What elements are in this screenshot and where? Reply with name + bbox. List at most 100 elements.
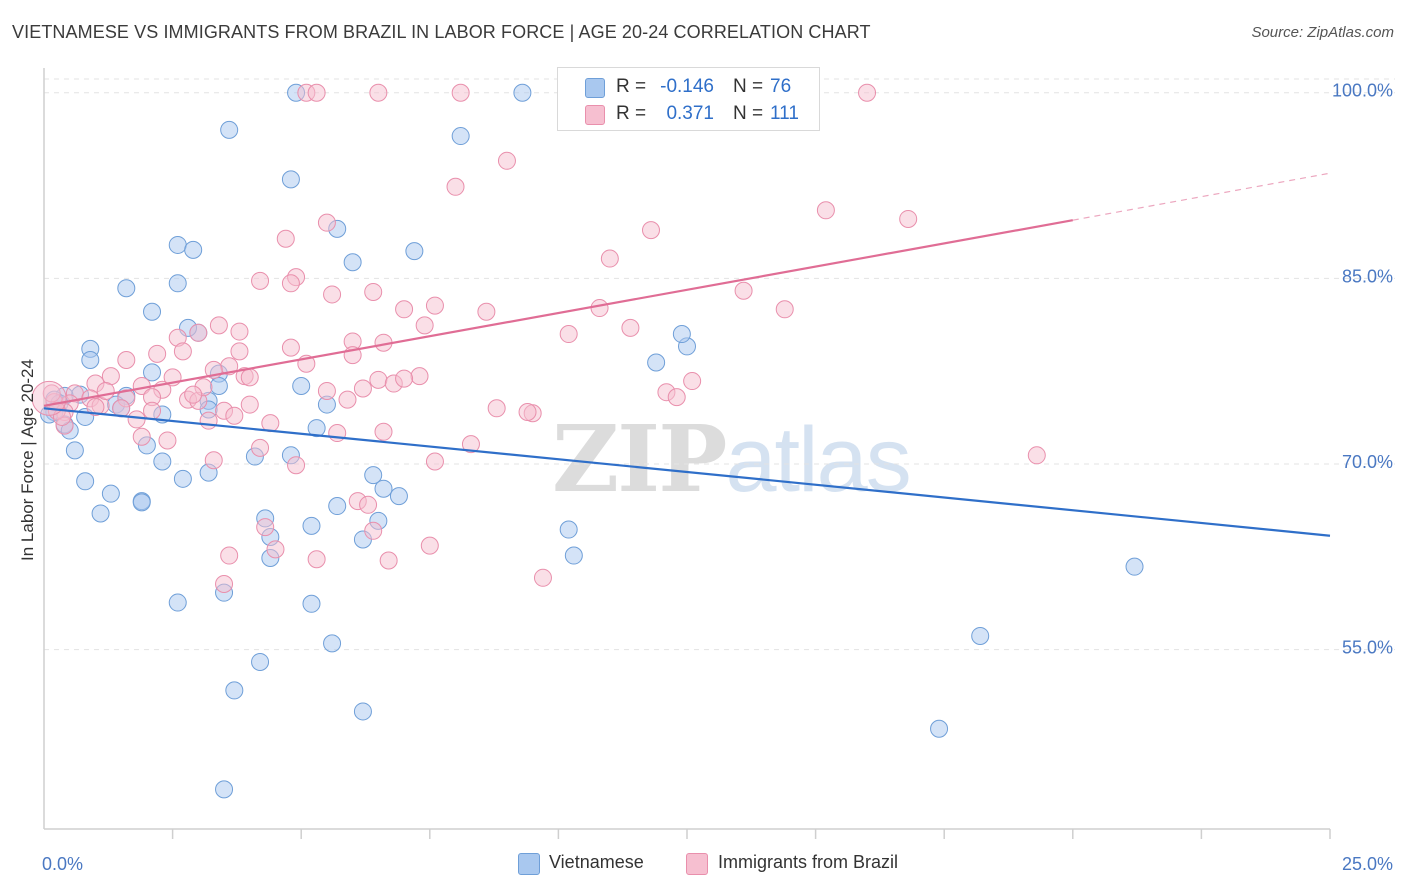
brazil-point	[251, 438, 270, 457]
y-tick-label: 55.0%	[1342, 638, 1393, 658]
brazil-trend-extension	[1072, 172, 1331, 221]
brazil-point	[775, 300, 794, 319]
vietnamese-point	[302, 516, 321, 535]
brazil-point	[184, 385, 203, 404]
vietnamese-point	[143, 363, 162, 382]
brazil-point	[276, 229, 295, 248]
brazil-point	[148, 344, 167, 363]
brazil-point	[143, 401, 162, 420]
legend-swatch-blue	[585, 78, 605, 98]
brazil-point	[425, 452, 444, 471]
legend-swatch-pink	[585, 105, 605, 125]
vietnamese-point	[209, 377, 228, 396]
y-axis-label: In Labor Force | Age 20-24	[18, 359, 37, 561]
vietnamese-point	[405, 242, 424, 261]
legend-row-vietnamese: R = -0.146 N = 76	[558, 74, 819, 100]
legend-r-value: -0.146	[660, 76, 714, 97]
vietnamese-point	[559, 520, 578, 539]
y-tick-label: 100.0%	[1332, 81, 1393, 101]
brazil-point	[220, 546, 239, 565]
brazil-point	[281, 274, 300, 293]
brazil-point	[323, 285, 342, 304]
y-tick-label: 85.0%	[1342, 266, 1393, 286]
brazil-point	[42, 384, 61, 403]
brazil-point	[590, 299, 609, 318]
brazil-point	[734, 281, 753, 300]
brazil-point	[369, 83, 388, 102]
brazil-point	[266, 540, 285, 559]
brazil-point	[395, 369, 414, 388]
vietnamese-point	[513, 83, 532, 102]
brazil-point	[420, 536, 439, 555]
brazil-point	[96, 381, 115, 400]
brazil-point	[199, 411, 218, 430]
brazil-point	[533, 568, 552, 587]
legend-n-label: N =	[733, 103, 764, 124]
y-tick-label: 70.0%	[1342, 452, 1393, 472]
brazil-point	[209, 316, 228, 335]
vietnamese-point	[374, 479, 393, 498]
legend-swatch-pink	[686, 853, 708, 875]
vietnamese-point	[930, 719, 949, 738]
vietnamese-point	[343, 253, 362, 272]
brazil-point	[317, 381, 336, 400]
vietnamese-point	[168, 235, 187, 254]
brazil-point	[112, 399, 131, 418]
legend-r-label: R =	[616, 103, 647, 124]
vietnamese-point	[91, 504, 110, 523]
brazil-point	[230, 342, 249, 361]
brazil-point	[477, 302, 496, 321]
brazil-trend-line	[43, 219, 1073, 407]
vietnamese-point	[307, 419, 326, 438]
legend-r-label: R =	[616, 76, 647, 97]
vietnamese-point	[1125, 557, 1144, 576]
vietnamese-point	[292, 377, 311, 396]
brazil-point	[899, 209, 918, 228]
vietnamese-point	[81, 351, 100, 370]
legend-row-brazil: R = 0.371 N = 111	[558, 101, 819, 127]
brazil-point	[369, 370, 388, 389]
x-tick-label: 25.0%	[1342, 854, 1393, 874]
brazil-point	[359, 495, 378, 514]
vietnamese-point	[281, 170, 300, 189]
vietnamese-point	[101, 484, 120, 503]
vietnamese-point	[132, 493, 151, 512]
brazil-point	[117, 351, 136, 370]
brazil-point	[1027, 446, 1046, 465]
vietnamese-point	[173, 469, 192, 488]
legend-n-value: 76	[770, 76, 792, 97]
vietnamese-point	[184, 240, 203, 259]
vietnamese-point	[353, 702, 372, 721]
vietnamese-point	[647, 353, 666, 372]
watermark-zip: ZIP	[552, 405, 727, 513]
legend-swatch-blue	[518, 853, 540, 875]
brazil-point	[251, 271, 270, 290]
brazil-point	[364, 521, 383, 540]
legend-label-vietnamese: Vietnamese	[549, 852, 644, 872]
brazil-point	[379, 551, 398, 570]
source-credit: Source: ZipAtlas.com	[1251, 24, 1394, 41]
brazil-point	[364, 282, 383, 301]
vietnamese-point	[153, 452, 172, 471]
brazil-point	[240, 368, 259, 387]
watermark: ZIPatlas	[552, 405, 912, 513]
vietnamese-point	[364, 466, 383, 485]
brazil-point	[641, 221, 660, 240]
vietnamese-point	[168, 593, 187, 612]
brazil-point	[395, 300, 414, 319]
brazil-point	[31, 380, 67, 416]
vietnamese-point	[323, 634, 342, 653]
vietnamese-point	[302, 594, 321, 613]
series-legend: Vietnamese Immigrants from Brazil	[0, 852, 1406, 876]
brazil-point	[173, 342, 192, 361]
vietnamese-point	[564, 546, 583, 565]
brazil-point	[127, 410, 146, 429]
legend-label-brazil: Immigrants from Brazil	[718, 852, 899, 872]
vietnamese-point	[65, 441, 84, 460]
watermark-atlas: atlas	[725, 409, 911, 511]
brazil-point	[189, 323, 208, 342]
brazil-point	[518, 402, 537, 421]
brazil-point	[497, 151, 516, 170]
legend-r-value: 0.371	[666, 103, 714, 124]
vietnamese-point	[225, 681, 244, 700]
